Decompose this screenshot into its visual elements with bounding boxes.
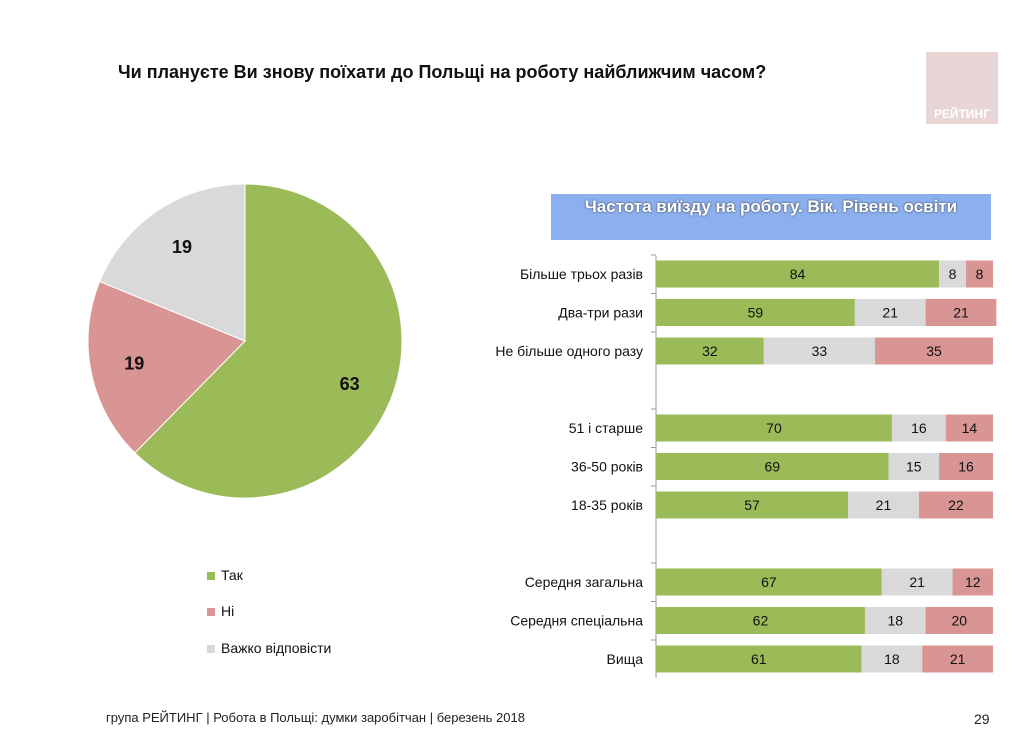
page-number: 29 [974, 711, 990, 727]
bar-value-label: 84 [790, 266, 806, 282]
bar-segment-yes [656, 260, 940, 288]
bar-segment-yes [656, 453, 889, 480]
bar-value-label: 21 [953, 305, 969, 321]
legend-yes: Так [207, 567, 243, 583]
bar-category-label: Середня загальна [525, 574, 644, 590]
bar-value-label: 57 [744, 497, 760, 513]
bar-segment-yes [656, 568, 882, 596]
bar-segment-no [918, 491, 993, 519]
bar-segment-hard [881, 568, 953, 596]
bar-value-label: 15 [906, 459, 922, 475]
bar-value-label: 20 [952, 613, 968, 629]
bar-value-label: 14 [962, 420, 978, 436]
pie-slice-no [87, 280, 246, 454]
bar-segment-no [925, 607, 993, 634]
bar-category-label: Два-три рази [558, 305, 643, 321]
bar-value-label: 61 [751, 651, 767, 667]
bar-segment-yes [656, 491, 849, 519]
bar-segment-hard [864, 607, 926, 634]
bar-category-label: Більше трьох разів [520, 266, 643, 282]
pie-label-hard: 19 [172, 237, 192, 257]
bar-category-label: 18-35 років [571, 497, 643, 513]
bar-segment-no [966, 260, 993, 288]
bar-segment-no [925, 299, 997, 326]
bar-category-label: 51 і старше [569, 420, 644, 436]
pie-slice-hard [99, 183, 246, 342]
bar-value-label: 18 [887, 613, 903, 629]
bar-value-label: 69 [764, 459, 780, 475]
bar-category-label: Не більше одного разу [495, 343, 643, 359]
bar-segment-hard [939, 260, 967, 288]
bar-value-label: 18 [884, 651, 900, 667]
bar-chart-title: Частота виїзду на роботу. Вік. Рівень ос… [551, 194, 991, 240]
bar-category-label: Вища [607, 651, 644, 667]
bar-value-label: 70 [766, 420, 782, 436]
bar-value-label: 16 [911, 420, 927, 436]
bar-segment-hard [848, 491, 919, 519]
legend-no: Ні [207, 603, 234, 619]
bar-segment-no [945, 414, 993, 442]
bar-segment-hard [763, 337, 876, 365]
bar-category-label: Середня спеціальна [510, 613, 643, 629]
bar-segment-hard [861, 645, 923, 673]
bar-value-label: 8 [949, 266, 957, 282]
bar-segment-yes [656, 645, 862, 673]
bar-segment-no [952, 568, 993, 596]
logo-text: РЕЙТИНГ [933, 107, 991, 121]
bar-value-label: 33 [812, 343, 828, 359]
bar-value-label: 12 [965, 574, 981, 590]
bar-value-label: 21 [950, 651, 966, 667]
bar-value-label: 22 [948, 497, 964, 513]
bar-segment-yes [656, 607, 865, 634]
bar-segment-yes [656, 414, 892, 442]
bar-value-label: 32 [702, 343, 718, 359]
bar-segment-yes [656, 299, 855, 326]
bar-segment-yes [656, 337, 764, 365]
pie-slice-yes [134, 183, 403, 499]
legend-hard: Важко відповісти [207, 640, 331, 656]
bar-segment-no [939, 453, 993, 480]
logo: РЕЙТИНГ [926, 52, 998, 124]
bar-segment-hard [891, 414, 946, 442]
bar-value-label: 35 [926, 343, 942, 359]
bar-category-label: 36-50 років [571, 459, 643, 475]
pie-label-yes: 63 [340, 374, 360, 394]
bar-value-label: 21 [876, 497, 892, 513]
bar-value-label: 16 [958, 459, 974, 475]
bar-value-label: 59 [748, 305, 764, 321]
bar-value-label: 67 [761, 574, 777, 590]
bar-value-label: 62 [753, 613, 769, 629]
bar-value-label: 8 [976, 266, 984, 282]
bar-segment-no [922, 645, 993, 673]
footer: група РЕЙТИНГ | Робота в Польщі: думки з… [106, 710, 525, 725]
bar-segment-hard [854, 299, 926, 326]
pie-label-no: 19 [124, 354, 144, 374]
bar-segment-hard [888, 453, 940, 480]
bar-value-label: 21 [909, 574, 925, 590]
page-title: Чи плануєте Ви знову поїхати до Польщі н… [118, 62, 767, 82]
bar-segment-no [875, 337, 993, 365]
bar-value-label: 21 [882, 305, 898, 321]
